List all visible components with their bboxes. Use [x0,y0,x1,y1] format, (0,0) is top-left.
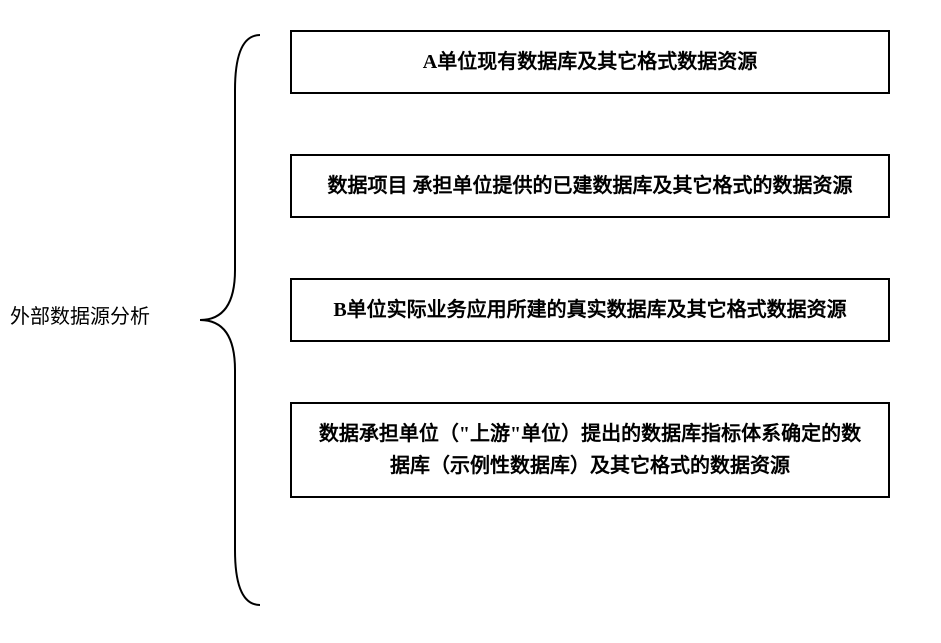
box-item: A单位现有数据库及其它格式数据资源 [290,30,890,94]
box-text: 数据承担单位（"上游"单位）提出的数据库指标体系确定的数据库（示例性数据库）及其… [319,423,861,477]
root-label: 外部数据源分析 [10,300,150,329]
box-item: B单位实际业务应用所建的真实数据库及其它格式数据资源 [290,278,890,342]
boxes-container: A单位现有数据库及其它格式数据资源 数据项目 承担单位提供的已建数据库及其它格式… [290,20,890,498]
brace-icon [190,30,270,610]
box-text: A单位现有数据库及其它格式数据资源 [423,51,757,73]
box-item: 数据承担单位（"上游"单位）提出的数据库指标体系确定的数据库（示例性数据库）及其… [290,402,890,498]
box-item: 数据项目 承担单位提供的已建数据库及其它格式的数据资源 [290,154,890,218]
box-text: B单位实际业务应用所建的真实数据库及其它格式数据资源 [333,299,846,321]
box-text: 数据项目 承担单位提供的已建数据库及其它格式的数据资源 [328,175,853,197]
